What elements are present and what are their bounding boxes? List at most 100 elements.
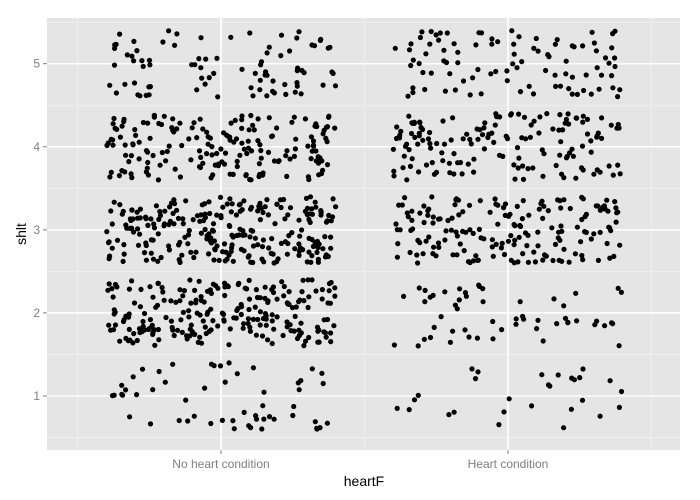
data-point [520, 163, 526, 169]
data-point [595, 257, 602, 263]
data-point [564, 153, 570, 159]
data-point [429, 160, 435, 166]
data-point [145, 149, 151, 155]
data-point [270, 78, 276, 84]
data-point [257, 200, 263, 206]
data-point [245, 316, 251, 322]
data-point [156, 337, 162, 343]
data-point [239, 207, 245, 213]
data-point [319, 287, 325, 293]
data-point [255, 208, 261, 214]
data-point [202, 226, 208, 233]
data-point [155, 177, 161, 183]
data-point [255, 116, 261, 122]
data-point [129, 278, 135, 284]
data-point [269, 287, 275, 293]
data-point [191, 413, 197, 419]
data-point [260, 237, 266, 243]
data-point [488, 71, 494, 77]
data-point [419, 29, 425, 35]
data-point [186, 136, 192, 142]
data-point [283, 91, 289, 97]
data-point [137, 206, 143, 212]
data-point [146, 84, 152, 90]
data-point [577, 375, 583, 381]
data-point [207, 210, 213, 217]
data-point [437, 30, 443, 36]
data-point [271, 260, 277, 266]
data-point [147, 284, 153, 290]
data-point [439, 150, 445, 156]
data-point [543, 67, 549, 74]
data-point [197, 334, 203, 340]
data-point [227, 326, 233, 332]
data-point [578, 239, 584, 245]
data-point [409, 217, 415, 223]
data-point [148, 216, 154, 222]
data-point [296, 217, 302, 223]
data-point [558, 223, 564, 229]
data-point [161, 223, 167, 229]
data-point [602, 323, 608, 329]
data-point [305, 143, 311, 149]
data-point [246, 277, 252, 283]
data-point [323, 334, 329, 340]
data-point [331, 323, 337, 329]
data-point [123, 152, 129, 158]
data-point [451, 151, 457, 157]
data-point [502, 201, 509, 207]
data-point [539, 198, 545, 204]
data-point [561, 303, 567, 309]
data-point [501, 409, 507, 415]
data-point [442, 237, 448, 243]
data-point [408, 62, 414, 69]
data-point [573, 175, 579, 181]
data-point [512, 237, 518, 243]
data-point [315, 160, 322, 166]
data-point [421, 336, 427, 342]
data-point [230, 418, 236, 424]
data-point [606, 60, 612, 66]
data-point [520, 176, 527, 182]
data-point [234, 163, 240, 170]
data-point [106, 256, 112, 262]
minor-gridlines [47, 18, 680, 450]
data-point [618, 388, 625, 395]
data-point [303, 195, 310, 201]
data-point [582, 229, 588, 235]
data-point [549, 225, 555, 231]
data-point [198, 154, 204, 160]
data-point [445, 217, 451, 224]
data-point [104, 142, 110, 148]
data-point [121, 317, 127, 323]
data-point [498, 245, 504, 251]
data-point [155, 231, 161, 237]
data-point [110, 327, 117, 333]
data-point [291, 403, 297, 410]
data-point [405, 93, 411, 99]
data-point [324, 139, 330, 145]
data-point [316, 241, 322, 247]
data-point [607, 255, 613, 261]
data-point [175, 215, 182, 221]
data-point [163, 314, 169, 321]
data-point [290, 412, 296, 419]
data-point [281, 293, 287, 299]
data-point [604, 197, 610, 203]
data-point [185, 418, 191, 424]
data-point [136, 156, 142, 162]
data-point [394, 405, 400, 411]
data-point [561, 246, 567, 252]
data-point [160, 39, 166, 45]
data-point [248, 177, 254, 183]
data-point [516, 34, 522, 40]
data-point [228, 34, 234, 40]
data-point [523, 136, 529, 142]
data-point [320, 131, 326, 137]
data-point [176, 417, 182, 424]
data-point [220, 204, 226, 210]
data-point [147, 62, 153, 68]
data-point [315, 328, 321, 334]
data-point [250, 316, 256, 322]
data-point [183, 198, 189, 204]
